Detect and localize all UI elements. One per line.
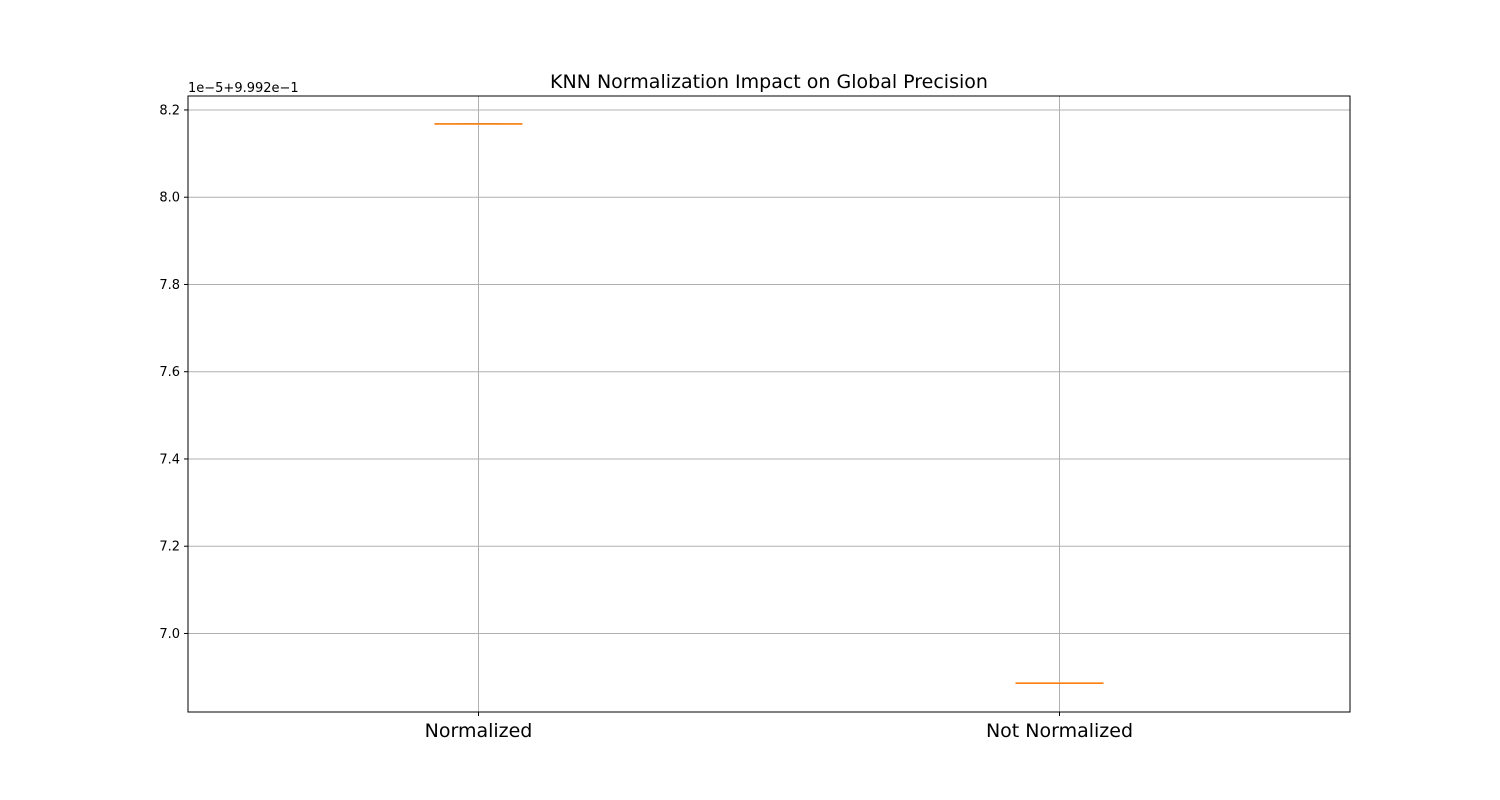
y-tick-label: 7.0 <box>159 627 180 642</box>
tick-layer: 7.0 7.2 7.4 7.6 7.8 8.0 8.2 Normalized Not Norma… <box>159 103 1133 742</box>
y-tick-label: 7.4 <box>159 452 180 467</box>
y-tick-label: 7.2 <box>159 540 180 555</box>
box-layer <box>434 123 1104 685</box>
y-tick-label: 7.6 <box>159 365 180 380</box>
x-tick-label: Not Normalized <box>986 720 1133 742</box>
x-tick-label: Normalized <box>425 720 533 742</box>
y-tick-label: 7.8 <box>159 278 180 293</box>
plot-frame <box>187 95 1351 713</box>
y-offset-label: 1e−5+9.992e−1 <box>188 81 299 96</box>
grid-layer <box>188 96 1350 712</box>
y-tick-label: 8.2 <box>159 103 180 118</box>
y-tick-label: 8.0 <box>159 191 180 206</box>
chart-title: KNN Normalization Impact on Global Preci… <box>550 71 988 93</box>
